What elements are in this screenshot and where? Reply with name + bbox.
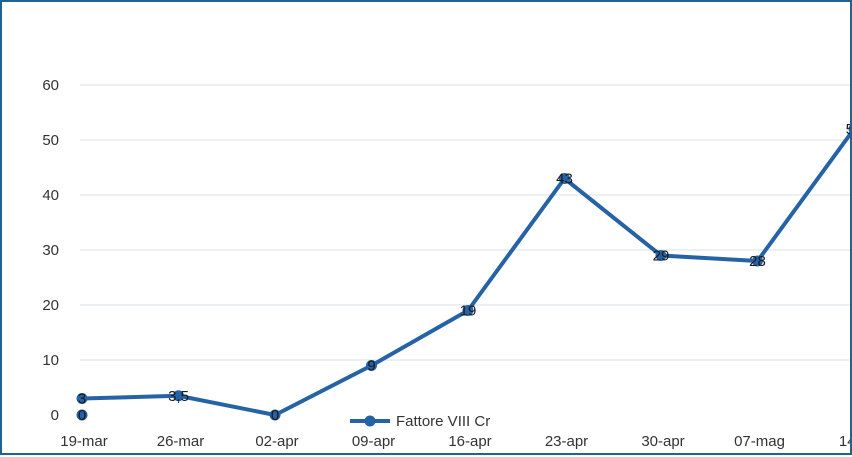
gridlines: [80, 84, 850, 361]
data-label: 43: [556, 171, 573, 188]
data-label: 28: [749, 253, 766, 270]
x-tick-label: 16-apr: [448, 433, 491, 450]
x-axis-ticks: 19-mar 26-mar 02-apr 09-apr 16-apr 23-apr 30-a…: [60, 433, 850, 450]
legend-label: Fattore VIII Cr: [396, 413, 490, 430]
data-point: [559, 173, 570, 184]
data-point-extra: [76, 409, 88, 421]
data-point: [655, 250, 667, 261]
data-point: [752, 255, 763, 267]
x-tick-label: 07-mag: [734, 433, 785, 450]
y-tick-label: 30: [42, 242, 59, 259]
legend: Fattore VIII Cr: [350, 413, 490, 430]
data-label: 0: [271, 407, 279, 424]
x-tick-label: 09-apr: [352, 433, 395, 450]
data-point: [366, 360, 377, 371]
x-tick-label: 19-mar: [60, 433, 108, 450]
x-tick-label: 14-m: [839, 433, 850, 450]
x-tick-label: 02-apr: [255, 433, 298, 450]
series-line: [80, 131, 850, 417]
data-label: 29: [653, 248, 670, 265]
data-label: 3,5: [168, 388, 189, 405]
data-label: 52: [846, 121, 850, 138]
data-point: [76, 393, 88, 404]
y-tick-label: 20: [42, 297, 59, 314]
data-point: [848, 125, 850, 133]
data-label: 9: [367, 358, 375, 375]
data-point: [173, 390, 184, 402]
y-tick-label: 60: [42, 77, 59, 94]
data-point: [269, 409, 281, 421]
x-tick-label: 26-mar: [157, 433, 205, 450]
x-tick-label: 30-apr: [641, 433, 684, 450]
series-fattore-viii-cr: [76, 125, 850, 421]
legend-marker: [364, 415, 376, 427]
y-tick-label: 40: [42, 187, 59, 204]
data-point: [462, 305, 474, 316]
data-label-extra: 0: [78, 407, 86, 424]
y-axis-ticks: 0 10 20 30 40 50 60: [42, 77, 59, 424]
y-tick-label: 50: [42, 132, 59, 149]
data-label: 19: [460, 303, 477, 320]
data-labels: 3 3,5 0 9 19 43 29 28 52 0: [78, 121, 850, 424]
y-tick-label: 10: [42, 352, 59, 369]
y-tick-label: 0: [51, 407, 59, 424]
data-label: 3: [78, 391, 86, 408]
x-tick-label: 23-apr: [545, 433, 588, 450]
